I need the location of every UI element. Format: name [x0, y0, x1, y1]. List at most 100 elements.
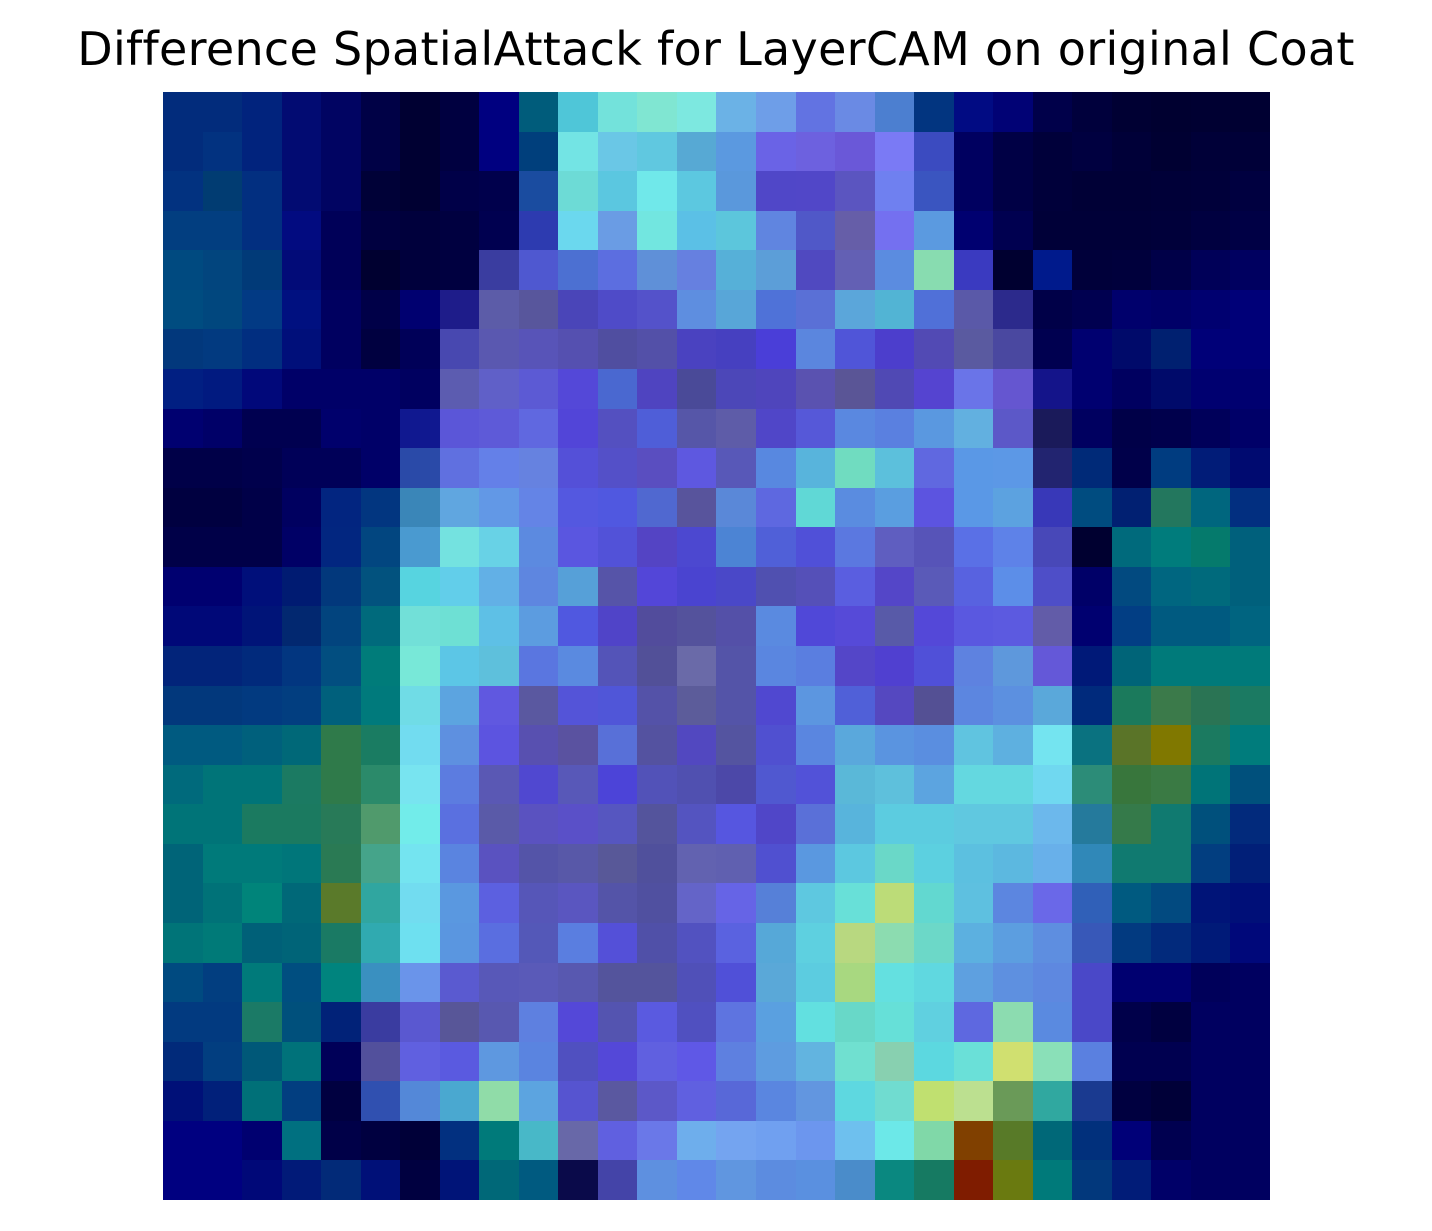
heatmap-cell — [874, 92, 915, 132]
heatmap-cell — [1072, 408, 1112, 449]
heatmap-cell — [400, 725, 440, 765]
heatmap-cell — [163, 725, 203, 765]
heatmap-cell — [1190, 527, 1231, 567]
heatmap-cell — [756, 685, 796, 726]
heatmap-cell — [1072, 646, 1112, 686]
heatmap-cell — [835, 1120, 875, 1161]
heatmap-cell — [795, 289, 836, 330]
heatmap-cell — [795, 923, 836, 963]
heatmap-cell — [479, 646, 519, 686]
heatmap-cell — [400, 131, 440, 172]
heatmap-cell — [1230, 448, 1270, 488]
heatmap-cell — [1032, 1002, 1073, 1042]
heatmap-cell — [1151, 804, 1191, 844]
heatmap-cell — [163, 487, 203, 528]
heatmap-cell — [716, 1120, 757, 1161]
heatmap-cell — [1230, 606, 1270, 646]
heatmap-cell — [914, 843, 954, 884]
heatmap-cell — [597, 1002, 638, 1042]
heatmap-cell — [518, 527, 559, 567]
heatmap-cell — [1032, 843, 1073, 884]
heatmap-cell — [558, 1002, 598, 1042]
heatmap-cell — [1230, 1002, 1270, 1042]
heatmap-cell — [1072, 566, 1112, 607]
heatmap-cell — [953, 487, 994, 528]
heatmap-cell — [756, 1081, 796, 1121]
heatmap-cell — [953, 250, 994, 290]
heatmap-cell — [993, 289, 1033, 330]
heatmap-cell — [835, 289, 875, 330]
heatmap-cell — [281, 250, 322, 290]
heatmap-cell — [360, 843, 401, 884]
heatmap-cell — [360, 329, 401, 369]
heatmap-cell — [993, 566, 1033, 607]
heatmap-cell — [874, 843, 915, 884]
heatmap-cell — [439, 1120, 480, 1161]
heatmap-cell — [756, 527, 796, 567]
heatmap-cell — [676, 646, 717, 686]
heatmap-cell — [360, 250, 401, 290]
heatmap-cell — [281, 527, 322, 567]
heatmap-cell — [321, 171, 361, 211]
heatmap-cell — [242, 725, 282, 765]
heatmap-cell — [1111, 408, 1152, 449]
heatmap-cell — [1151, 1041, 1191, 1082]
heatmap-cell — [1190, 487, 1231, 528]
heatmap-cell — [756, 92, 796, 132]
heatmap-cell — [518, 1002, 559, 1042]
heatmap-cell — [400, 764, 440, 805]
heatmap-cell — [439, 369, 480, 409]
heatmap-cell — [439, 606, 480, 646]
heatmap-cell — [1072, 250, 1112, 290]
heatmap-cell — [637, 1081, 677, 1121]
heatmap-cell — [874, 646, 915, 686]
heatmap-cell — [597, 843, 638, 884]
heatmap-cell — [360, 1120, 401, 1161]
heatmap-cell — [1111, 1002, 1152, 1042]
heatmap-cell — [756, 131, 796, 172]
heatmap-cell — [321, 1041, 361, 1082]
heatmap-cell — [558, 1120, 598, 1161]
heatmap-cell — [479, 566, 519, 607]
heatmap-cell — [953, 923, 994, 963]
heatmap-cell — [953, 289, 994, 330]
heatmap-cell — [914, 646, 954, 686]
heatmap-cell — [716, 408, 757, 449]
heatmap-cell — [716, 883, 757, 923]
heatmap-cell — [953, 92, 994, 132]
heatmap-cell — [914, 725, 954, 765]
heatmap-cell — [597, 566, 638, 607]
heatmap-cell — [321, 764, 361, 805]
heatmap-cell — [597, 1041, 638, 1082]
heatmap-cell — [242, 606, 282, 646]
heatmap-cell — [953, 843, 994, 884]
heatmap-cell — [281, 1041, 322, 1082]
heatmap-cell — [1072, 448, 1112, 488]
heatmap-cell — [242, 923, 282, 963]
heatmap-cell — [439, 171, 480, 211]
heatmap-cell — [874, 1041, 915, 1082]
heatmap-cell — [716, 131, 757, 172]
heatmap-cell — [993, 962, 1033, 1003]
heatmap-cell — [795, 646, 836, 686]
heatmap-cell — [953, 1120, 994, 1161]
heatmap-cell — [1072, 764, 1112, 805]
heatmap-cell — [281, 606, 322, 646]
heatmap-cell — [439, 1081, 480, 1121]
heatmap-cell — [1032, 923, 1073, 963]
heatmap-cell — [1190, 1120, 1231, 1161]
heatmap-cell — [835, 685, 875, 726]
heatmap-cell — [914, 527, 954, 567]
heatmap-cell — [597, 250, 638, 290]
heatmap-cell — [202, 843, 243, 884]
heatmap-cell — [874, 1081, 915, 1121]
heatmap-cell — [558, 289, 598, 330]
heatmap-cell — [914, 962, 954, 1003]
heatmap-cell — [479, 1081, 519, 1121]
heatmap-cell — [1190, 1160, 1231, 1200]
heatmap-cell — [716, 210, 757, 251]
heatmap-cell — [1151, 369, 1191, 409]
heatmap-cell — [400, 448, 440, 488]
heatmap-cell — [993, 764, 1033, 805]
heatmap-cell — [439, 250, 480, 290]
